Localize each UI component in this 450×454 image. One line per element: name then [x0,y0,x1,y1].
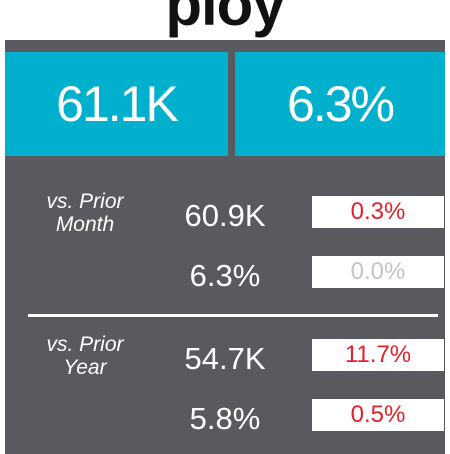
change-badge: 0.3% [312,196,444,228]
comparison-label: Month [55,213,115,236]
kpi-value: 61.1K [5,52,228,156]
title: ploy [165,0,285,38]
change-badge: 0.5% [312,399,444,431]
comparison-label: Year [63,356,107,379]
change-badge: 0.0% [312,256,444,288]
comparison-label: vs. Prior [46,333,124,356]
kpi-rate: 6.3% [235,52,445,156]
divider [28,314,438,317]
metric-value: 5.8% [189,401,261,436]
comparison-label: vs. Prior [46,190,124,213]
change-badge: 11.7% [312,339,444,371]
metric-value: 6.3% [189,258,261,293]
metric-value: 54.7K [184,341,266,376]
metric-value: 60.9K [184,198,266,233]
